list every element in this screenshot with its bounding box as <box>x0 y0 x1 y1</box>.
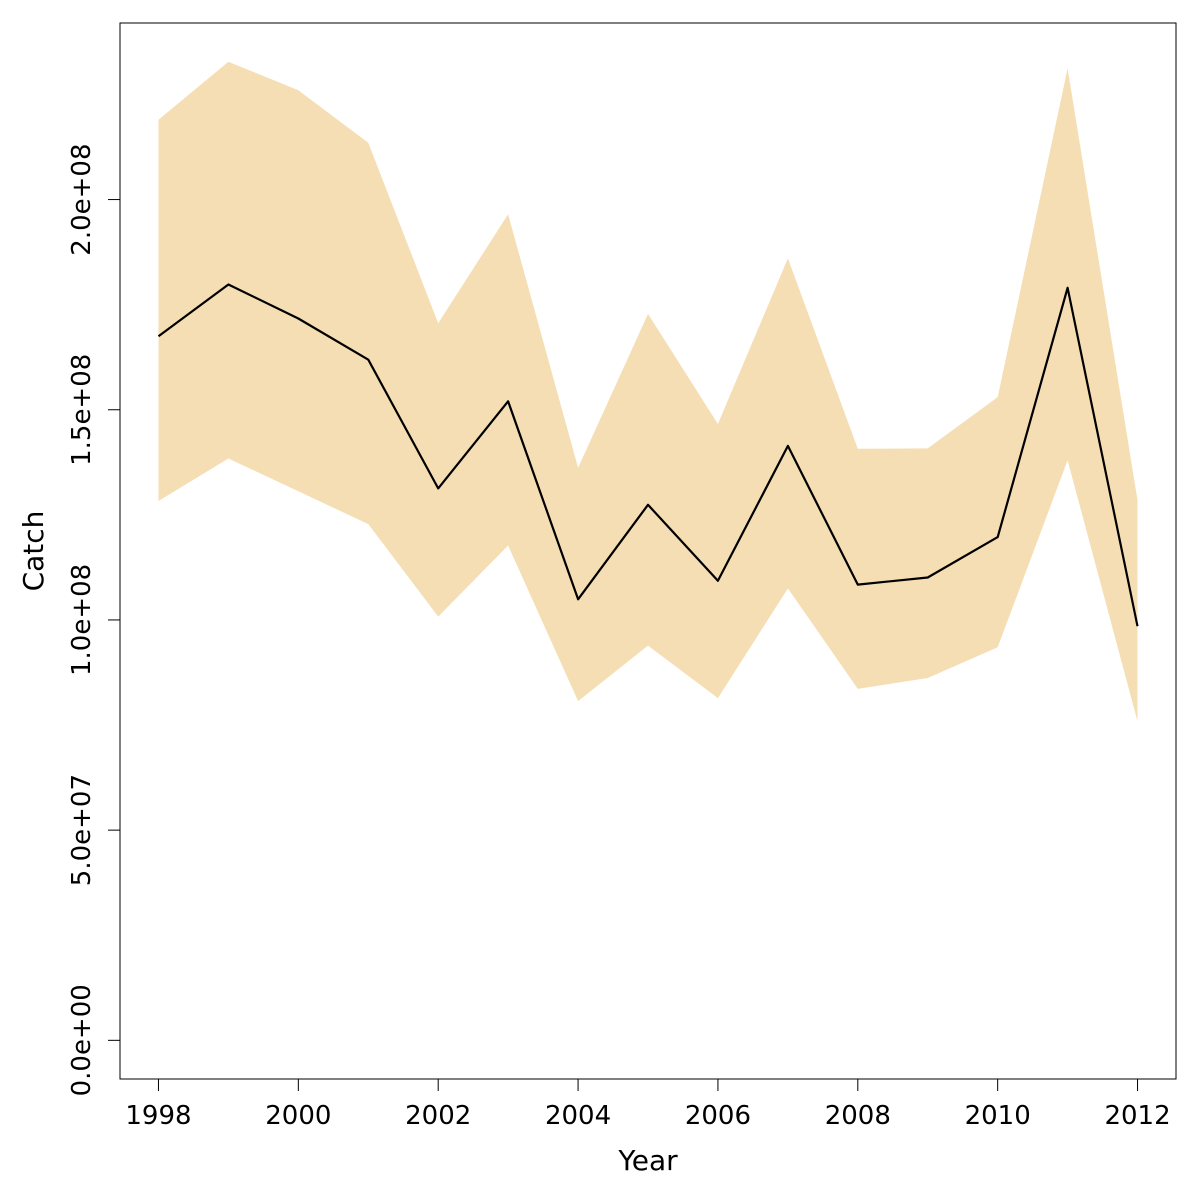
x-tick-label: 2002 <box>405 1101 471 1131</box>
x-tick-label: 2012 <box>1104 1101 1170 1131</box>
x-tick-label: 2004 <box>545 1101 611 1131</box>
catch-line-layer <box>157 283 1139 627</box>
y-tick-label: 0.0e+00 <box>67 984 97 1096</box>
y-tick-label: 2.0e+08 <box>67 143 97 255</box>
y-tick-label: 1.5e+08 <box>67 354 97 466</box>
y-axis-title: Catch <box>17 511 50 592</box>
x-tick-label: 2000 <box>265 1101 331 1131</box>
x-tick-label: 2006 <box>685 1101 751 1131</box>
y-axis: 0.0e+00 5.0e+07 1.0e+08 1.5e+08 2.0e+08 <box>67 143 121 1096</box>
x-tick-label: 2008 <box>825 1101 891 1131</box>
catch-series-line <box>157 283 1139 627</box>
confidence-band-layer <box>158 61 1138 722</box>
y-tick-label: 5.0e+07 <box>67 774 97 886</box>
x-tick-label: 2010 <box>965 1101 1031 1131</box>
x-axis-title: Year <box>617 1144 678 1177</box>
x-axis: 1998 2000 2002 2004 2006 2008 2010 2012 <box>125 1078 1171 1131</box>
confidence-band <box>158 61 1138 722</box>
y-tick-label: 1.0e+08 <box>67 564 97 676</box>
x-tick-label: 1998 <box>125 1101 191 1131</box>
